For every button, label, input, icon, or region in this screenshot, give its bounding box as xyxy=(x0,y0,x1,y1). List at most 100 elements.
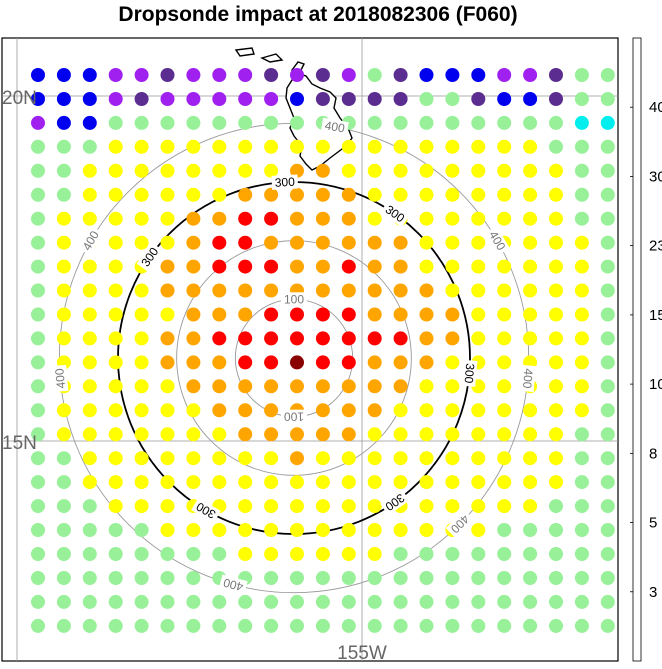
impact-point xyxy=(212,68,227,82)
impact-point xyxy=(108,523,123,537)
impact-point xyxy=(108,283,123,298)
ring-label-300-0: 300 xyxy=(274,175,295,190)
ring-label-bg xyxy=(320,117,349,137)
impact-point xyxy=(574,211,589,226)
ring-label-bg xyxy=(380,200,410,228)
impact-point xyxy=(393,571,408,585)
impact-point xyxy=(471,307,486,322)
impact-point xyxy=(315,451,330,466)
impact-point xyxy=(367,451,382,466)
ring-label-bg xyxy=(218,574,248,595)
impact-point xyxy=(134,403,149,418)
impact-point xyxy=(523,451,538,466)
impact-point xyxy=(393,259,408,274)
impact-point xyxy=(290,92,304,106)
impact-point xyxy=(523,571,538,585)
impact-point xyxy=(341,355,356,370)
impact-point xyxy=(600,331,615,346)
impact-point xyxy=(315,163,330,178)
impact-point xyxy=(186,523,201,537)
impact-point xyxy=(108,163,123,178)
impact-point xyxy=(31,187,45,202)
impact-point xyxy=(238,427,253,442)
impact-point xyxy=(600,92,615,106)
impact-point xyxy=(134,211,149,226)
impact-point xyxy=(108,403,123,418)
impact-point xyxy=(497,403,512,418)
impact-point xyxy=(31,307,45,322)
impact-point xyxy=(393,283,408,298)
impact-point xyxy=(82,451,97,466)
impact-point xyxy=(82,163,97,178)
colorbar-tick-label: 10 xyxy=(649,376,662,393)
impact-point xyxy=(445,451,460,466)
impact-point xyxy=(523,283,538,298)
impact-point xyxy=(497,475,512,490)
impact-point xyxy=(367,475,382,490)
impact-point xyxy=(445,379,460,394)
impact-point xyxy=(600,523,615,537)
impact-point xyxy=(471,499,486,514)
impact-point xyxy=(574,571,589,585)
impact-point xyxy=(445,475,460,490)
impact-point xyxy=(108,139,123,154)
impact-point xyxy=(315,187,330,202)
impact-point xyxy=(549,68,563,82)
impact-point xyxy=(445,187,460,202)
impact-point xyxy=(471,571,486,585)
impact-point xyxy=(290,68,304,82)
impact-point xyxy=(31,211,45,226)
impact-point xyxy=(600,594,615,609)
impact-point xyxy=(290,475,304,490)
impact-point xyxy=(445,571,460,585)
impact-point xyxy=(393,115,408,130)
impact-point xyxy=(56,331,71,346)
impact-point xyxy=(315,571,330,585)
impact-point xyxy=(574,163,589,178)
impact-point xyxy=(523,139,538,154)
impact-point xyxy=(367,92,382,106)
impact-point xyxy=(238,594,253,609)
impact-point xyxy=(56,547,71,561)
impact-point xyxy=(549,499,563,514)
impact-point xyxy=(160,499,175,514)
ring-label-bg xyxy=(271,174,299,190)
impact-point xyxy=(574,139,589,154)
impact-point xyxy=(393,355,408,370)
impact-point xyxy=(56,475,71,490)
impact-point xyxy=(471,618,486,633)
impact-point xyxy=(82,523,97,537)
impact-point xyxy=(212,163,227,178)
impact-point xyxy=(212,139,227,154)
impact-point xyxy=(56,283,71,298)
impact-point xyxy=(315,379,330,394)
impact-point xyxy=(445,139,460,154)
impact-point xyxy=(238,163,253,178)
impact-point xyxy=(264,571,279,585)
impact-point xyxy=(31,403,45,418)
impact-point xyxy=(471,68,486,82)
impact-point xyxy=(82,259,97,274)
impact-point xyxy=(471,115,486,130)
ring-label-bg xyxy=(461,359,478,387)
impact-point xyxy=(186,259,201,274)
impact-point xyxy=(367,331,382,346)
impact-point xyxy=(497,379,512,394)
impact-point xyxy=(264,283,279,298)
impact-point xyxy=(523,618,538,633)
ring-label-400-5: 400 xyxy=(520,368,536,389)
impact-point xyxy=(264,427,279,442)
impact-point xyxy=(238,307,253,322)
impact-point xyxy=(367,163,382,178)
impact-point xyxy=(341,92,356,106)
impact-point xyxy=(367,523,382,537)
impact-point xyxy=(523,259,538,274)
impact-point xyxy=(523,307,538,322)
impact-point xyxy=(393,618,408,633)
impact-point xyxy=(419,92,434,106)
impact-point xyxy=(471,259,486,274)
ring-label-bg xyxy=(519,364,536,393)
impact-point xyxy=(497,68,512,82)
impact-point xyxy=(574,259,589,274)
impact-point xyxy=(574,235,589,250)
